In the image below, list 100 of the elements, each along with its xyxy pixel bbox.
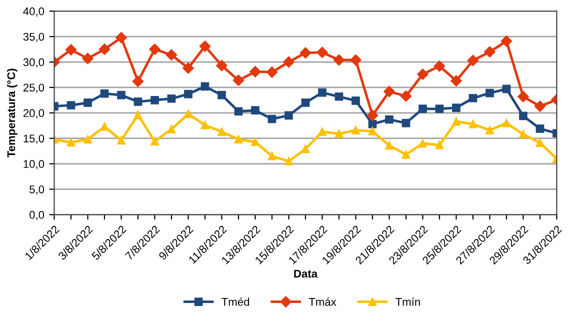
point bbox=[502, 118, 511, 128]
point bbox=[166, 49, 178, 60]
point bbox=[65, 44, 77, 56]
point bbox=[385, 141, 394, 150]
point bbox=[500, 36, 512, 47]
point bbox=[368, 127, 377, 136]
point bbox=[283, 56, 294, 68]
point bbox=[284, 111, 293, 120]
point bbox=[268, 152, 276, 160]
point bbox=[150, 137, 159, 146]
point bbox=[66, 138, 76, 147]
point bbox=[452, 117, 460, 126]
legend-label: Tmáx bbox=[308, 298, 336, 306]
point bbox=[200, 82, 210, 91]
point bbox=[368, 120, 377, 128]
point bbox=[316, 46, 328, 58]
point bbox=[84, 135, 92, 144]
point bbox=[318, 128, 326, 136]
point bbox=[536, 138, 544, 148]
point bbox=[216, 60, 228, 72]
point bbox=[100, 122, 109, 131]
y-tick-label: 25,0 bbox=[23, 84, 44, 93]
point bbox=[284, 157, 293, 166]
point bbox=[301, 98, 310, 107]
point bbox=[468, 94, 478, 102]
point bbox=[117, 136, 126, 145]
point bbox=[350, 54, 362, 66]
point bbox=[518, 91, 529, 102]
point bbox=[251, 106, 260, 115]
y-tick-label: 5,0 bbox=[30, 185, 44, 195]
point bbox=[333, 54, 345, 66]
point bbox=[116, 32, 127, 44]
point bbox=[268, 114, 276, 124]
point bbox=[519, 130, 528, 138]
point bbox=[402, 150, 410, 159]
y-tick-label: 15,0 bbox=[24, 134, 44, 144]
point bbox=[384, 86, 395, 98]
point bbox=[232, 74, 244, 86]
y-tick-label: 10,0 bbox=[24, 160, 44, 170]
point bbox=[400, 90, 412, 102]
point bbox=[318, 88, 326, 97]
point bbox=[184, 90, 192, 98]
legend-label: Tméd bbox=[222, 298, 250, 306]
point bbox=[182, 62, 194, 74]
point bbox=[132, 76, 144, 87]
point bbox=[486, 88, 494, 98]
legend-label: Tmín bbox=[396, 298, 420, 306]
point bbox=[435, 140, 444, 150]
y-tick-label: 20,0 bbox=[23, 109, 44, 118]
point bbox=[250, 66, 261, 78]
point bbox=[435, 104, 444, 113]
y-tick-label: 30,0 bbox=[23, 58, 44, 68]
y-tick-label: 0,0 bbox=[30, 210, 44, 220]
point bbox=[334, 92, 344, 101]
point bbox=[536, 124, 544, 133]
point bbox=[502, 84, 511, 94]
point bbox=[84, 98, 92, 107]
point bbox=[450, 75, 462, 86]
point bbox=[519, 112, 528, 120]
point bbox=[199, 40, 211, 52]
point bbox=[82, 52, 94, 64]
point bbox=[385, 115, 394, 124]
point bbox=[366, 110, 378, 122]
point bbox=[98, 44, 110, 55]
point bbox=[167, 125, 176, 134]
point bbox=[352, 126, 360, 134]
y-tick-label: 35,0 bbox=[23, 32, 44, 42]
point bbox=[149, 44, 160, 55]
point bbox=[134, 110, 142, 120]
point bbox=[418, 139, 427, 148]
point bbox=[150, 96, 159, 104]
point bbox=[418, 104, 427, 113]
point bbox=[352, 96, 360, 105]
x-axis-title: Data bbox=[294, 270, 318, 278]
point bbox=[200, 120, 210, 130]
point bbox=[417, 68, 428, 80]
point bbox=[234, 107, 243, 116]
point bbox=[234, 135, 243, 144]
point bbox=[534, 100, 546, 112]
point bbox=[486, 126, 494, 134]
point bbox=[167, 94, 176, 103]
point bbox=[100, 89, 109, 98]
point bbox=[402, 118, 410, 128]
y-tick-label: 40,0 bbox=[23, 7, 44, 17]
point bbox=[218, 128, 226, 136]
point bbox=[468, 120, 478, 128]
y-axis-title: Temperatura (°C) bbox=[6, 68, 18, 158]
point bbox=[452, 104, 460, 112]
point bbox=[184, 110, 192, 118]
point bbox=[300, 47, 312, 58]
point bbox=[334, 130, 344, 138]
point bbox=[251, 138, 260, 146]
point bbox=[467, 54, 479, 66]
point bbox=[266, 66, 278, 78]
point bbox=[434, 60, 446, 72]
point bbox=[66, 101, 76, 110]
point bbox=[117, 90, 126, 100]
point bbox=[218, 90, 226, 100]
point bbox=[134, 98, 142, 106]
point bbox=[301, 144, 310, 154]
